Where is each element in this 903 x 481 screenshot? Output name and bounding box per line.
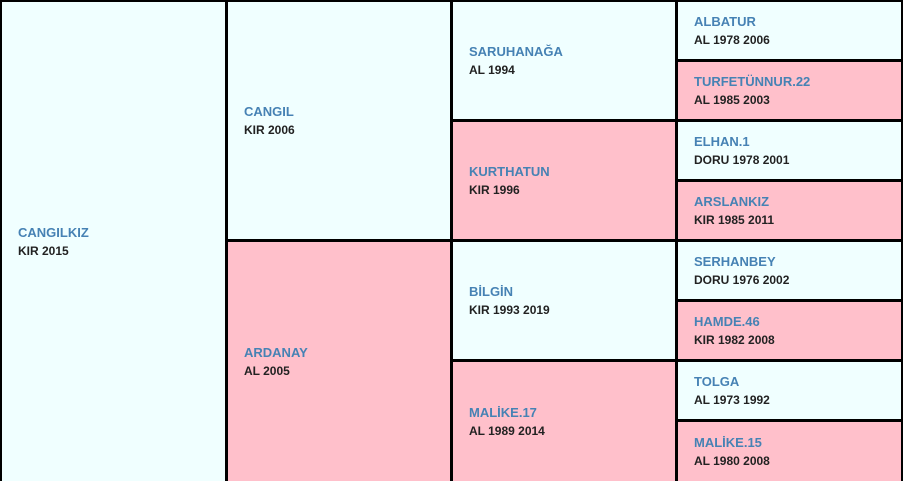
horse-info: KIR 2006: [244, 122, 295, 137]
ancestor-cell: TOLGA AL 1973 1992: [678, 362, 901, 419]
horse-name[interactable]: MALİKE.17: [469, 404, 537, 420]
horse-info: KIR 1996: [469, 182, 520, 197]
horse-name[interactable]: CANGIL: [244, 103, 294, 119]
horse-info: AL 1994: [469, 62, 515, 77]
horse-info: AL 1978 2006: [694, 32, 770, 47]
sire-dam: KURTHATUN KIR 1996: [453, 122, 675, 239]
horse-name[interactable]: CANGILKIZ: [18, 224, 89, 240]
horse-name[interactable]: ALBATUR: [694, 13, 756, 29]
horse-name[interactable]: BİLGİN: [469, 283, 514, 299]
ancestor-cell: ARSLANKIZ KIR 1985 2011: [678, 182, 901, 239]
horse-name[interactable]: ARSLANKIZ: [694, 193, 770, 209]
ancestor-cell: ALBATUR AL 1978 2006: [678, 2, 901, 59]
ancestor-cell: MALİKE.15 AL 1980 2008: [678, 422, 901, 481]
horse-info: AL 1973 1992: [694, 392, 770, 407]
sire: CANGIL KIR 2006: [228, 2, 450, 239]
dam-dam: MALİKE.17 AL 1989 2014: [453, 362, 675, 481]
horse-info: KIR 1993 2019: [469, 302, 550, 317]
ancestor-cell: TURFETÜNNUR.22 AL 1985 2003: [678, 62, 901, 119]
horse-info: KIR 1982 2008: [694, 332, 775, 347]
ancestor-cell: SERHANBEY DORU 1976 2002: [678, 242, 901, 299]
horse-info: KIR 1985 2011: [694, 212, 775, 227]
horse-name[interactable]: TOLGA: [694, 373, 740, 389]
horse-info: AL 2005: [244, 363, 290, 378]
horse-info: DORU 1978 2001: [694, 152, 790, 167]
horse-info: AL 1980 2008: [694, 453, 770, 468]
pedigree-subject: CANGILKIZ KIR 2015: [2, 2, 225, 481]
horse-name[interactable]: SERHANBEY: [694, 253, 776, 269]
ancestor-cell: ELHAN.1 DORU 1978 2001: [678, 122, 901, 179]
sire-sire: SARUHANAĞA AL 1994: [453, 2, 675, 119]
horse-name[interactable]: SARUHANAĞA: [469, 43, 563, 59]
horse-info: AL 1989 2014: [469, 423, 545, 438]
ancestor-cell: HAMDE.46 KIR 1982 2008: [678, 302, 901, 359]
dam-sire: BİLGİN KIR 1993 2019: [453, 242, 675, 359]
dam: ARDANAY AL 2005: [228, 242, 450, 481]
horse-info: KIR 2015: [18, 243, 69, 258]
horse-info: DORU 1976 2002: [694, 272, 790, 287]
horse-info: AL 1985 2003: [694, 92, 770, 107]
horse-name[interactable]: ELHAN.1: [694, 133, 750, 149]
horse-name[interactable]: KURTHATUN: [469, 163, 550, 179]
horse-name[interactable]: ARDANAY: [244, 344, 308, 360]
horse-name[interactable]: MALİKE.15: [694, 434, 762, 450]
horse-name[interactable]: HAMDE.46: [694, 313, 760, 329]
horse-name[interactable]: TURFETÜNNUR.22: [694, 73, 811, 89]
